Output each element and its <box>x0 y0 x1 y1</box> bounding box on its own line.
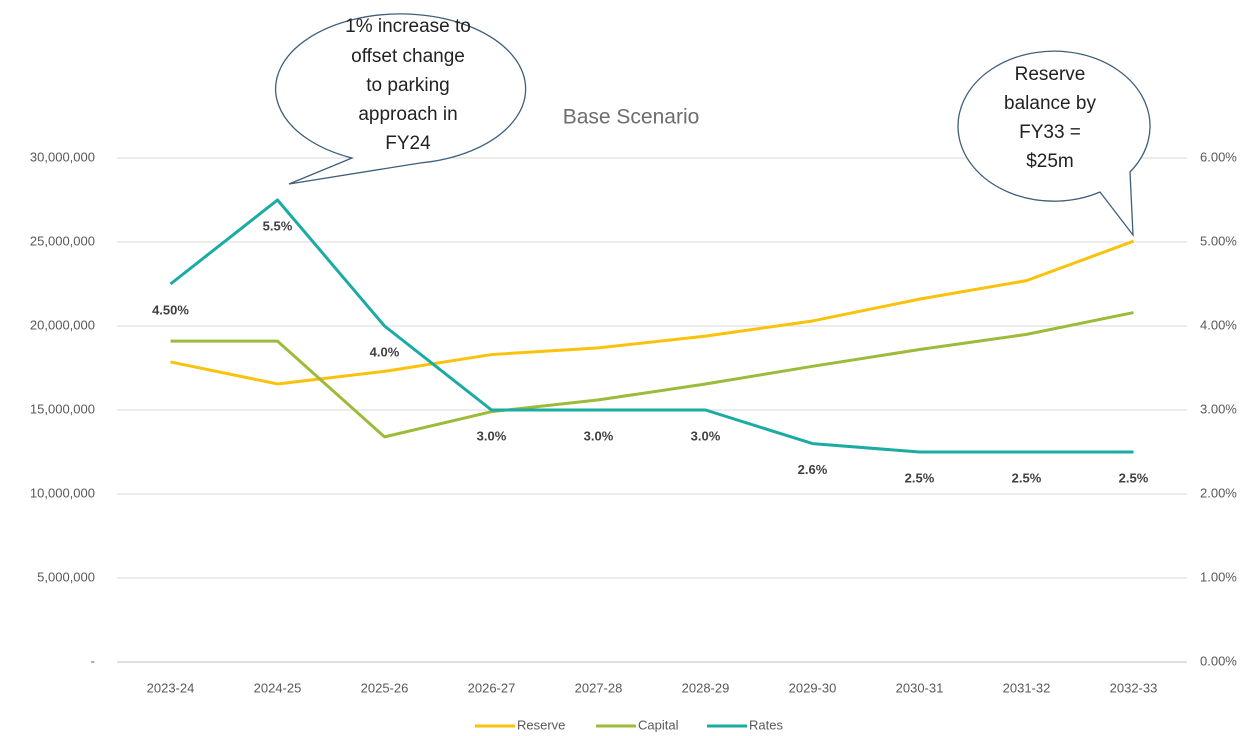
callout-text: $25m <box>1026 151 1074 172</box>
plot: - 5,000,000 10,000,000 15,000,000 20,000,000… <box>30 149 1237 732</box>
data-label: 2.5% <box>1012 470 1042 485</box>
data-label: 3.0% <box>691 428 721 443</box>
y-tick-label: 10,000,000 <box>30 485 95 500</box>
x-tick-label: 2023-24 <box>147 680 195 695</box>
callout-text: FY24 <box>385 133 431 154</box>
y2-tick-label: 0.00% <box>1200 653 1237 668</box>
data-label: 2.5% <box>905 470 935 485</box>
x-tick-label: 2030-31 <box>896 680 944 695</box>
y2-tick-label: 6.00% <box>1200 149 1237 164</box>
callout-text: offset change <box>351 46 465 67</box>
y2-tick-label: 5.00% <box>1200 233 1237 248</box>
y2-tick-label: 4.00% <box>1200 317 1237 332</box>
callout-text: Reserve <box>1015 64 1086 85</box>
legend-label: Rates <box>749 717 783 732</box>
y-tick-label: 15,000,000 <box>30 401 95 416</box>
series-line <box>169 198 1134 454</box>
y-tick-label: 20,000,000 <box>30 317 95 332</box>
x-tick-label: 2029-30 <box>789 680 837 695</box>
data-label: 2.6% <box>798 462 828 477</box>
x-tick-label: 2024-25 <box>254 680 302 695</box>
x-tick-label: 2032-33 <box>1110 680 1158 695</box>
data-label: 3.0% <box>584 428 614 443</box>
data-label: 2.5% <box>1119 470 1149 485</box>
y2-tick-label: 2.00% <box>1200 485 1237 500</box>
callout-text: to parking <box>366 75 449 96</box>
y-tick-label: 25,000,000 <box>30 233 95 248</box>
legend-label: Capital <box>638 717 679 732</box>
y2-tick-label: 3.00% <box>1200 401 1237 416</box>
data-label: 4.0% <box>370 344 400 359</box>
data-label: 3.0% <box>477 428 507 443</box>
callout-text: 1% increase to <box>345 16 471 37</box>
callout: 1% increase to offset change to parking … <box>274 13 527 185</box>
x-tick-label: 2031-32 <box>1003 680 1051 695</box>
y-tick-label: - <box>91 653 95 668</box>
series-line <box>170 311 1134 439</box>
y2-tick-label: 1.00% <box>1200 569 1237 584</box>
callout-bubble <box>274 13 527 185</box>
data-label: 5.5% <box>263 218 293 233</box>
legend-label: Reserve <box>517 717 565 732</box>
callout-text: FY33 = <box>1019 122 1081 143</box>
y-tick-label: 5,000,000 <box>37 569 95 584</box>
data-label: 4.50% <box>152 302 189 317</box>
callout-text: balance by <box>1004 93 1096 114</box>
x-tick-label: 2026-27 <box>468 680 516 695</box>
callout: Reserve balance by FY33 = $25m <box>957 50 1151 238</box>
callout-bubble <box>957 50 1151 238</box>
x-tick-label: 2028-29 <box>682 680 730 695</box>
chart-title: Base Scenario <box>563 106 700 129</box>
series-line <box>170 239 1135 386</box>
x-tick-label: 2027-28 <box>575 680 623 695</box>
callout-text: approach in <box>358 104 457 125</box>
y-tick-label: 30,000,000 <box>30 149 95 164</box>
x-tick-label: 2025-26 <box>361 680 409 695</box>
